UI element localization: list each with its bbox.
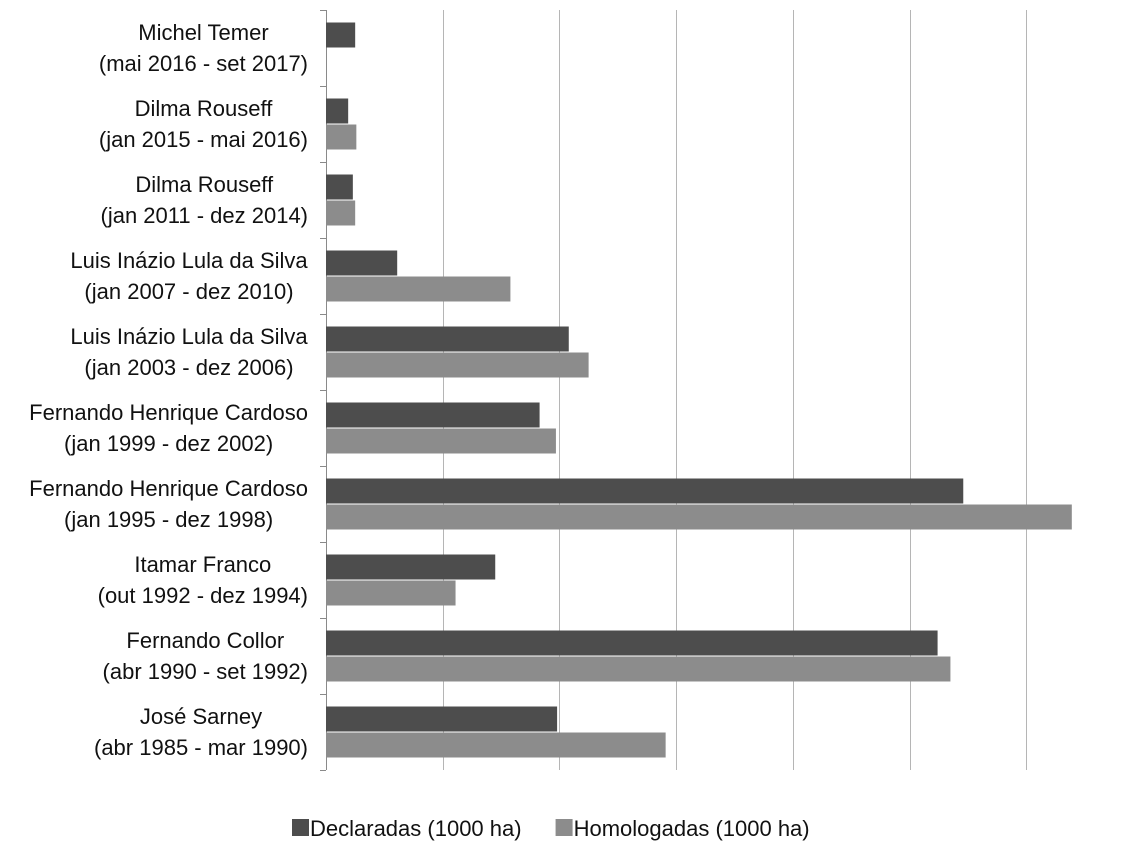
category-label: Michel Temer (mai 2016 - set 2017)	[99, 20, 308, 76]
bars-group	[326, 22, 1072, 758]
bar-homologadas	[326, 124, 357, 150]
bar-homologadas	[326, 732, 666, 758]
category-label: José Sarney (abr 1985 - mar 1990)	[94, 704, 308, 760]
bar-declaradas	[326, 326, 569, 352]
bar-homologadas	[326, 580, 456, 606]
bar-declaradas	[326, 554, 496, 580]
bar-declaradas	[326, 250, 398, 276]
category-label: Fernando Henrique Cardoso (jan 1999 - dez…	[29, 400, 308, 456]
bar-homologadas	[326, 656, 951, 682]
legend-label-homologadas: Homologadas (1000 ha)	[574, 816, 810, 841]
legend-swatch-declaradas	[292, 819, 309, 836]
category-label: Dilma Rouseff (jan 2011 - dez 2014)	[100, 172, 308, 228]
bar-homologadas	[326, 504, 1072, 530]
category-label: Itamar Franco (out 1992 - dez 1994)	[98, 552, 308, 608]
category-labels: Michel Temer (mai 2016 - set 2017) Dilma R…	[29, 20, 308, 760]
bar-declaradas	[326, 706, 558, 732]
bar-homologadas	[326, 200, 356, 226]
bar-declaradas	[326, 630, 938, 656]
legend: Declaradas (1000 ha) Homologadas (1000 ha…	[292, 816, 810, 841]
grid-lines	[320, 10, 1027, 771]
legend-swatch-homologadas	[555, 819, 573, 836]
category-label: Dilma Rouseff (jan 2015 - mai 2016)	[99, 96, 308, 152]
category-label: Fernando Henrique Cardoso (jan 1995 - dez…	[29, 476, 308, 532]
bar-declaradas	[326, 22, 356, 48]
category-label: Luis Inázio Lula da Silva (jan 2007 - dez…	[70, 248, 308, 304]
bar-homologadas	[326, 276, 511, 302]
bar-declaradas	[326, 98, 349, 124]
category-label: Fernando Collor (abr 1990 - set 1992)	[103, 628, 308, 684]
bar-declaradas	[326, 174, 353, 200]
legend-label-declaradas: Declaradas (1000 ha)	[310, 816, 522, 841]
bar-homologadas	[326, 428, 556, 454]
bar-declaradas	[326, 478, 964, 504]
bar-homologadas	[326, 352, 589, 378]
category-label: Luis Inázio Lula da Silva (jan 2003 - dez…	[70, 324, 308, 380]
bar-declaradas	[326, 402, 540, 428]
